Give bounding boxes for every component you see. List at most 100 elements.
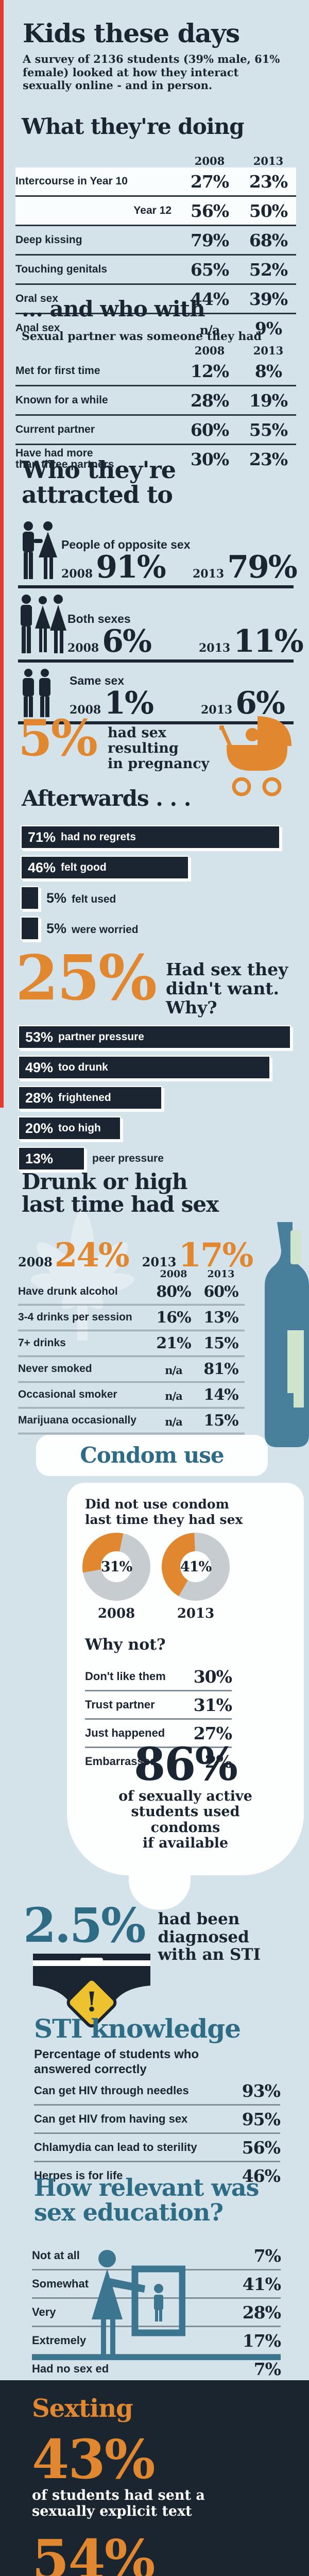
- bar-row: 53% partner pressure: [18, 1025, 306, 1049]
- bar-pct: 13%: [25, 1150, 54, 1166]
- stat-label: Can get HIV through needles: [34, 2084, 189, 2097]
- row-value: 27%: [190, 171, 229, 192]
- opposite-sex-icon: [18, 521, 61, 582]
- condom-whynot-title: Why not?: [85, 1636, 166, 1654]
- year-col-2013: 2013: [253, 155, 284, 167]
- na-value: n/a: [199, 322, 220, 337]
- attracted-row-main: Same sex 2008 1% 2013 6%: [70, 674, 294, 721]
- attracted-rows: People of opposite sex 2008 91% 2013 79% Both…: [18, 521, 304, 731]
- row-label: Oral sex: [15, 292, 58, 304]
- row-label: Touching genitals: [15, 263, 108, 275]
- condom-donuts: 31% 2008 41% 2013: [82, 1533, 230, 1621]
- bar-pct: 53%: [25, 1029, 54, 1045]
- row-value: 15%: [203, 1334, 238, 1352]
- bar-outside-text: 5% felt used: [46, 890, 116, 906]
- whowith-title: ... and who with: [22, 296, 205, 321]
- bar: 71% had no regrets: [21, 825, 280, 849]
- stat-value: 95%: [242, 2109, 281, 2129]
- stat-label: Not at all: [32, 2249, 80, 2262]
- attracted-label: Same sex: [70, 674, 125, 687]
- row-value: 21%: [156, 1334, 191, 1352]
- opposite-sex-icon: [23, 521, 57, 579]
- pregnancy-pct: 5%: [18, 709, 98, 767]
- row-label: Intercourse in Year 10: [15, 175, 128, 187]
- sexting-pct: 43%: [32, 2428, 156, 2492]
- row-value: n/a: [150, 1386, 197, 1404]
- year-label: 2013: [199, 641, 231, 655]
- row-value: n/a: [150, 1412, 197, 1430]
- whowith-table: 2008 2013 Met for first time 12% 8% Known for…: [15, 344, 296, 473]
- row-value: 81%: [203, 1360, 238, 1378]
- afterwards-bars: 71% had no regrets 46% felt good 5% felt used…: [21, 825, 299, 947]
- row-value: 15%: [203, 1412, 238, 1430]
- bar-row: 20% too high: [18, 1116, 306, 1140]
- stat-label: Somewhat: [32, 2277, 89, 2290]
- bar-row: 71% had no regrets: [21, 825, 299, 849]
- sexting-pct: 54%: [32, 2528, 156, 2576]
- condom-big-text: of sexually active students used condoms…: [118, 1788, 252, 1851]
- bar-pct: 71%: [28, 829, 56, 845]
- afterwards-title: Afterwards . . .: [22, 786, 191, 811]
- sexed-baseline-bar: [32, 2354, 281, 2360]
- bar-row: 5% felt used: [21, 886, 299, 910]
- donut-pct: 41%: [180, 1558, 212, 1575]
- bar-outside-text: peer pressure: [92, 1153, 164, 1165]
- stat-label: Embarrassed: [85, 1755, 157, 1768]
- underwear-warning-icon: !: [33, 1954, 150, 2028]
- row-label: Have drunk alcohol: [18, 1285, 118, 1298]
- table-row: Met for first time 12% 8%: [15, 357, 296, 386]
- pct-value: 11%: [233, 623, 304, 659]
- bar-row: 49% too drunk: [18, 1056, 306, 1079]
- row-value: 8%: [254, 361, 282, 381]
- stat-label: Very: [32, 2306, 56, 2318]
- row-value: 28%: [190, 390, 229, 411]
- stat-row: Had no sex ed 7%: [32, 2355, 281, 2382]
- sti-subtitle: Percentage of students who answered corr…: [34, 2047, 199, 2076]
- attracted-row: Same sex 2008 1% 2013 6%: [18, 669, 294, 724]
- condom-title: Condom use: [80, 1442, 224, 1468]
- row-label: Deep kissing: [15, 233, 82, 246]
- bar-pct: 20%: [25, 1120, 54, 1136]
- stat-row: Don't like them 30%: [85, 1663, 232, 1691]
- row-value: 13%: [203, 1309, 238, 1327]
- bar-label: felt used: [72, 893, 116, 905]
- value-2013: 2013 6%: [201, 688, 285, 719]
- attracted-label: Both sexes: [67, 612, 131, 625]
- drunk-title: Drunk or high last time had sex: [22, 1169, 219, 1217]
- stat-row: Very 28%: [32, 2299, 281, 2327]
- row-value: 14%: [203, 1386, 238, 1404]
- row-value: 60%: [203, 1283, 238, 1301]
- bar-row: 5% were worried: [21, 917, 299, 940]
- spacer: [15, 155, 179, 167]
- row-value: 9%: [254, 318, 282, 338]
- table-header-row: 2008 2013: [18, 1268, 245, 1280]
- table-row: Occasional smoker n/a 14%: [18, 1383, 245, 1409]
- table-row: Anal sex n/a 9%: [15, 314, 296, 342]
- stat-label: Had no sex ed: [32, 2362, 109, 2375]
- sti-pct: 2.5%: [23, 1897, 146, 1953]
- year-label: 2008: [18, 1255, 53, 1269]
- pram-icon: [219, 716, 292, 796]
- table-row: Touching genitals 65% 52%: [15, 256, 296, 285]
- table-row: Have drunk alcohol 80% 60%: [18, 1280, 245, 1306]
- drunk-pair: 2013 17%: [142, 1239, 254, 1272]
- donut-year-label: 2013: [177, 1606, 215, 1621]
- row-value: 80%: [156, 1283, 191, 1301]
- attracted-title: Who they're attracted to: [22, 456, 176, 509]
- condom-big-pct: 86%: [133, 1737, 238, 1791]
- bar-label: had no regrets: [61, 831, 136, 843]
- bar: 46% felt good: [21, 856, 189, 879]
- drunk-pairs: 2008 24% 2013 17%: [18, 1239, 266, 1272]
- row-value: 30%: [190, 449, 229, 469]
- pct-value: 1%: [104, 685, 154, 721]
- donut-pct: 31%: [100, 1558, 132, 1575]
- stat-value: 30%: [193, 1666, 232, 1687]
- table-row: 7+ drinks 21% 15%: [18, 1331, 245, 1357]
- page-subtitle: A survey of 2136 students (39% male, 61%…: [23, 53, 280, 92]
- row-label: Marijuana occasionally: [18, 1414, 136, 1427]
- value-2008: 2008 91%: [61, 552, 193, 583]
- stat-row: Chlamydia can lead to sterility 56%: [34, 2134, 281, 2162]
- attracted-row: People of opposite sex 2008 91% 2013 79%: [18, 521, 298, 588]
- condom-subtitle: Did not use condom last time they had se…: [85, 1497, 243, 1527]
- unwanted-pct: 25%: [15, 942, 157, 1014]
